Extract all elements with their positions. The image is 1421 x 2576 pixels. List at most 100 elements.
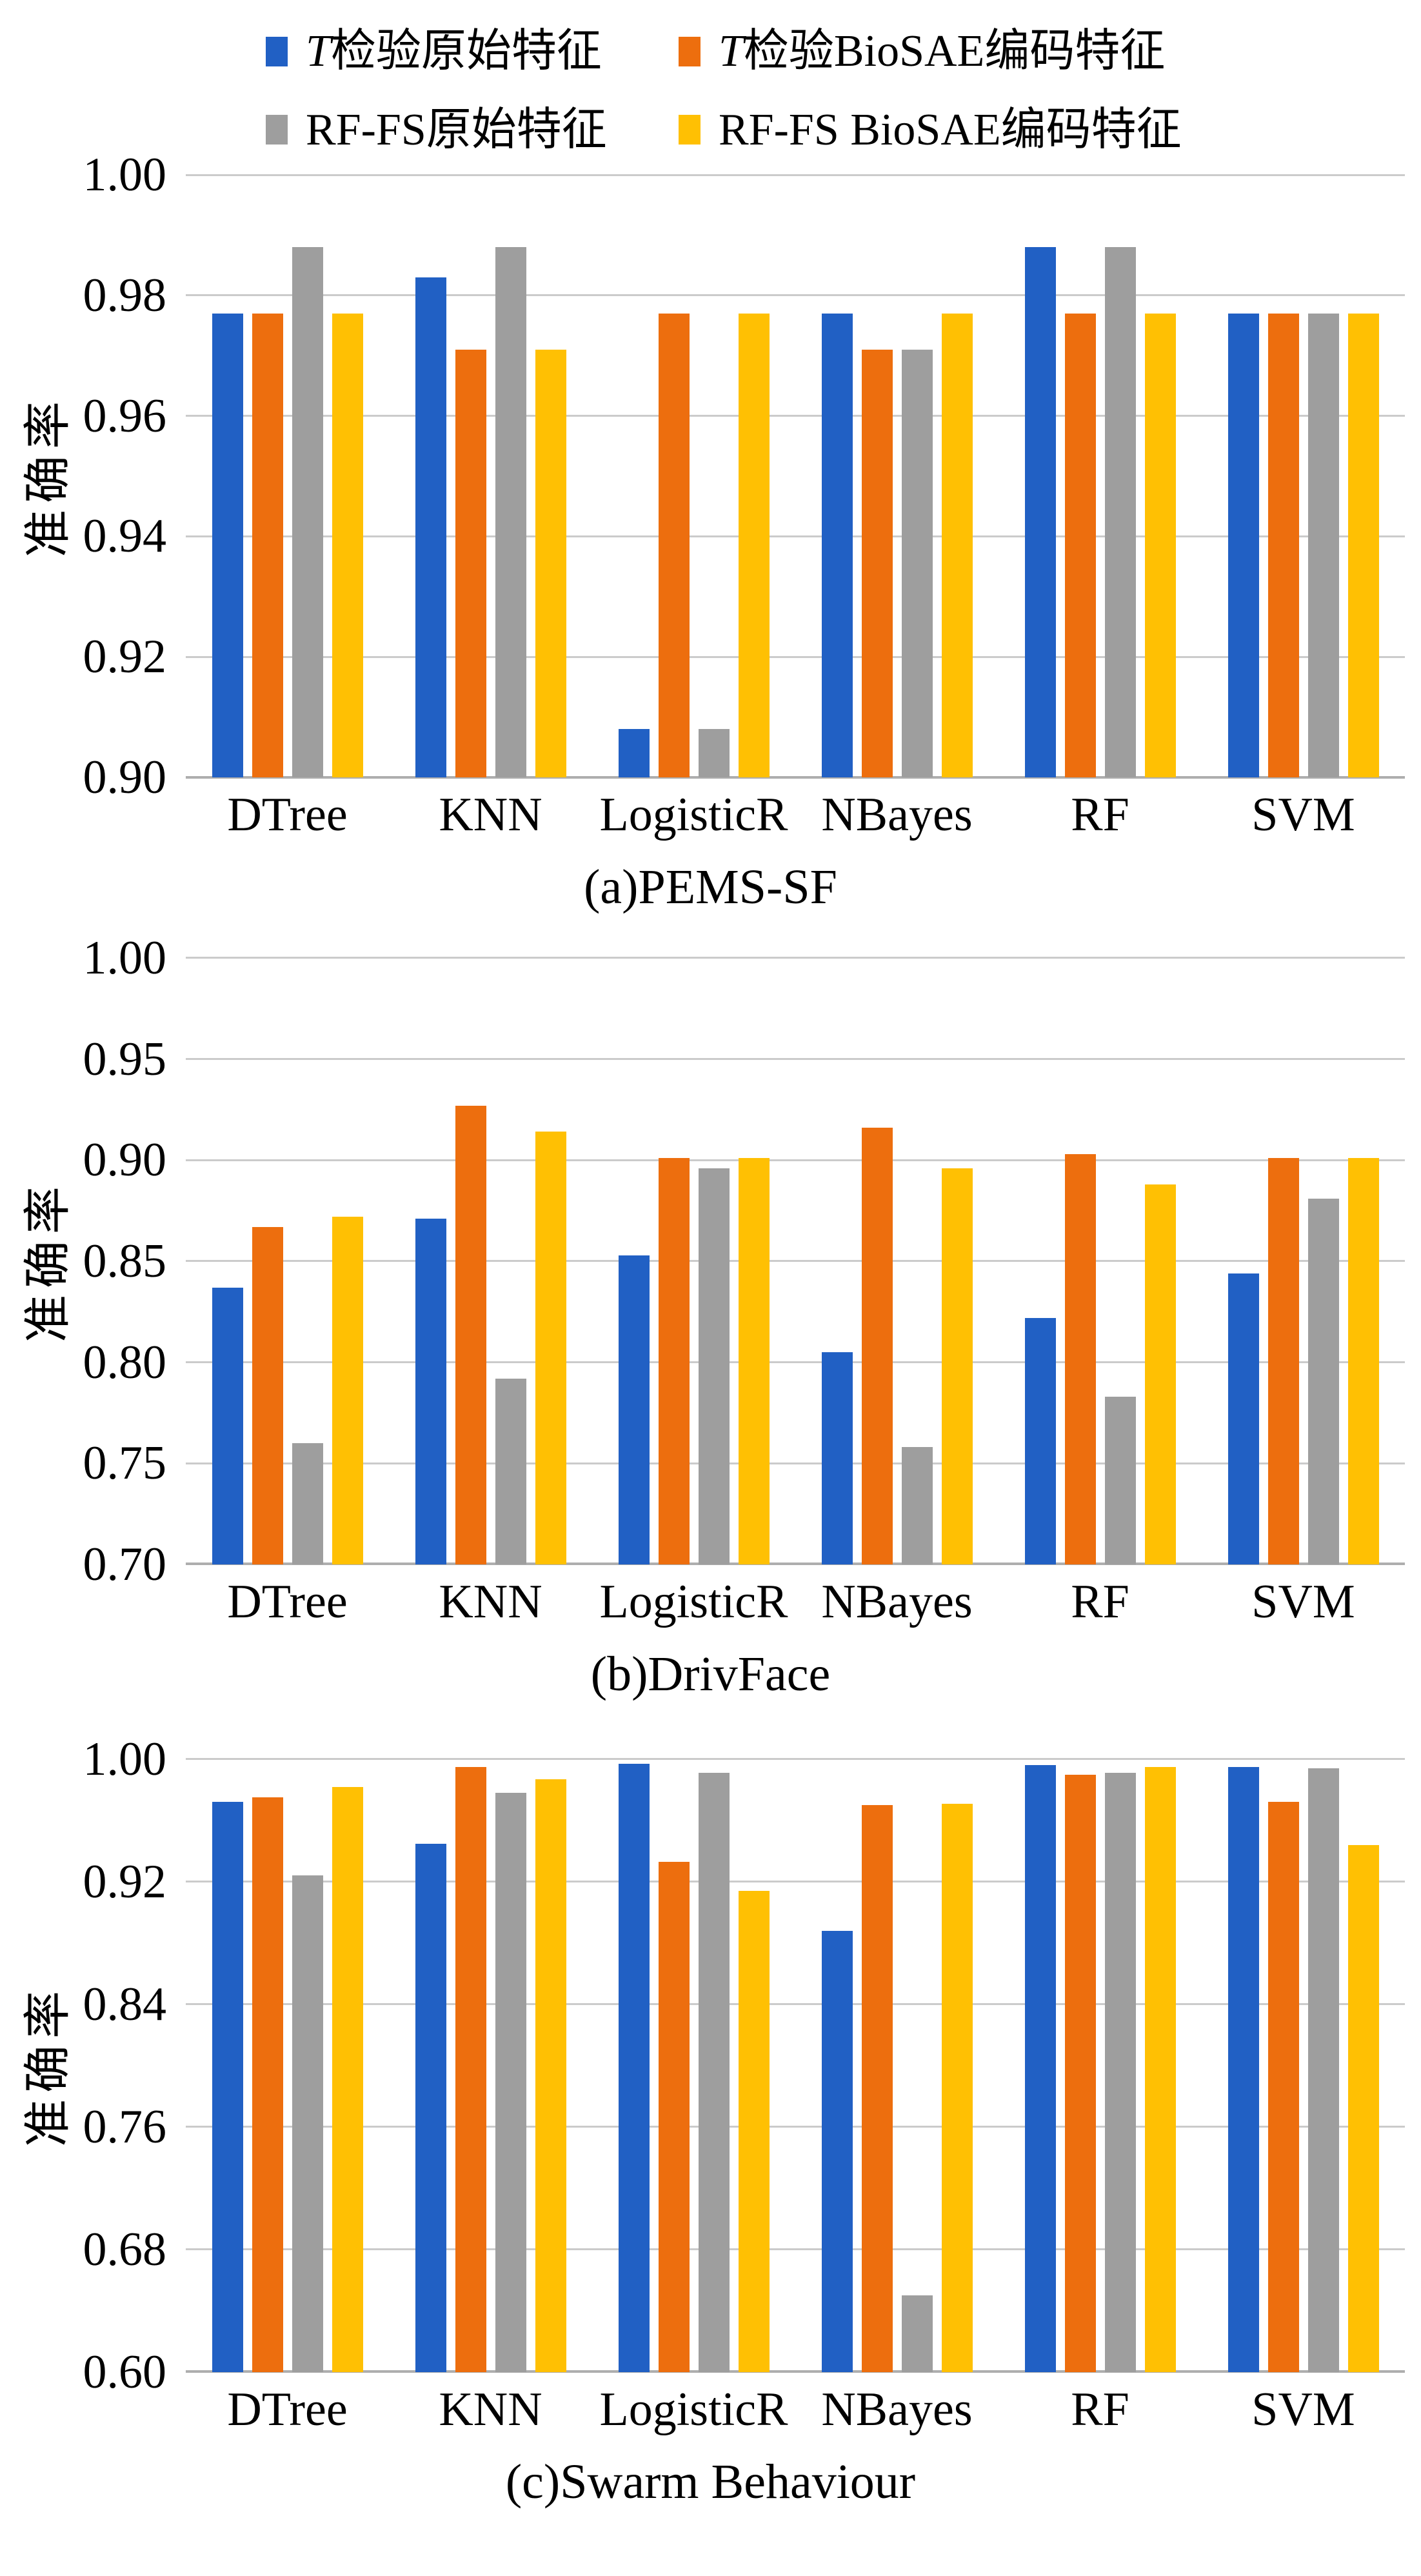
legend-marker-orange: [679, 36, 701, 66]
bar: [1144, 313, 1176, 777]
x-category-label: NBayes: [821, 2382, 973, 2436]
chart-caption: (b)DrivFace: [590, 1646, 831, 1701]
x-category-label: SVM: [1251, 788, 1355, 841]
bar: [1064, 1153, 1096, 1564]
gridline: [186, 1881, 1405, 1883]
y-axis-title: 准确率: [22, 1179, 75, 1343]
bar-group-logisticr: [592, 175, 795, 777]
bar: [821, 1352, 853, 1564]
x-category-label: KNN: [439, 2382, 542, 2436]
y-tick-label: 1.00: [83, 1732, 167, 1786]
y-tick-label: 0.94: [83, 510, 167, 563]
gridline: [186, 415, 1405, 417]
legend-label: T检验原始特征: [306, 26, 602, 76]
chart-caption: (c)Swarm Behaviour: [505, 2454, 916, 2509]
bar: [292, 1443, 323, 1564]
gridline: [186, 1058, 1405, 1061]
bar: [415, 1219, 446, 1564]
bar: [658, 313, 690, 777]
chart-swarm-behaviour: 准确率 0.60 0.68 0.76 0.84 0.92 1.00 DTree KNN Log…: [0, 1735, 1421, 2511]
gridline: [186, 535, 1405, 537]
bar: [455, 349, 486, 777]
bar: [252, 1226, 283, 1564]
plot-area: 准确率 0.60 0.68 0.76 0.84 0.92 1.00: [22, 1735, 1405, 2396]
bar: [1024, 1317, 1056, 1564]
x-category-label: LogisticR: [599, 788, 788, 841]
gridline: [186, 1260, 1405, 1263]
bar: [212, 1287, 243, 1564]
x-category-label: SVM: [1251, 1575, 1355, 1628]
x-category-label: RF: [1071, 1575, 1129, 1628]
bar: [252, 1797, 283, 2372]
gridline: [186, 2126, 1405, 2128]
legend-label: RF-FS原始特征: [306, 105, 607, 155]
bar: [861, 1128, 893, 1564]
bar-group-rf: [999, 1759, 1202, 2372]
legend-marker-blue: [266, 36, 288, 66]
legend-label: RF-FS BioSAE编码特征: [719, 105, 1182, 155]
gridline: [186, 1159, 1405, 1161]
bar: [861, 349, 893, 777]
chart-drivface: 准确率 0.70 0.75 0.80 0.85 0.90 0.95 1.00 DTree KN…: [0, 934, 1421, 1704]
legend: T检验原始特征 T检验BioSAE编码特征 RF-FS原始特征 RF-FS Bi…: [266, 23, 1182, 158]
y-tick-label: 0.84: [83, 1977, 167, 2031]
x-category-label: KNN: [439, 788, 542, 841]
y-tick-label: 0.60: [83, 2345, 167, 2399]
bar: [1267, 1158, 1299, 1564]
bar: [901, 2295, 933, 2372]
gridline: [186, 1462, 1405, 1464]
y-tick-label: 0.96: [83, 389, 167, 443]
bar-group-rf: [999, 175, 1202, 777]
x-axis-labels: DTree KNN LogisticR NBayes RF SVM: [186, 1573, 1405, 1631]
legend-item-rffs-original: RF-FS原始特征: [266, 102, 679, 159]
bar-group-knn: [389, 958, 592, 1564]
legend-item-rffs-biosae: RF-FS BioSAE编码特征: [679, 102, 1182, 159]
bar-groups: [186, 958, 1405, 1564]
bar: [1307, 313, 1339, 777]
bar: [861, 1805, 893, 2372]
bar: [1104, 1396, 1136, 1564]
bar: [1064, 313, 1096, 777]
bar: [1227, 1273, 1259, 1564]
x-axis-labels: DTree KNN LogisticR NBayes RF SVM: [186, 2381, 1405, 2439]
bar: [738, 1891, 770, 2372]
x-category-label: DTree: [227, 1575, 348, 1628]
bar: [1227, 1766, 1259, 2372]
x-category-label: DTree: [227, 2382, 348, 2436]
bar: [535, 1779, 566, 2372]
bar-group-dtree: [186, 175, 389, 777]
figure-page: { "legend": { "items": [ { "prefix": "T"…: [0, 23, 1421, 2576]
x-category-label: KNN: [439, 1575, 542, 1628]
x-category-label: RF: [1071, 2382, 1129, 2436]
y-tick-label: 0.98: [83, 268, 167, 322]
bar: [1024, 247, 1056, 777]
gridline: [186, 2370, 1405, 2373]
y-tick-label: 0.92: [83, 630, 167, 684]
x-category-label: RF: [1071, 788, 1129, 841]
bar: [738, 313, 770, 777]
bar: [332, 1217, 363, 1564]
gridline: [186, 957, 1405, 959]
gridline: [186, 1758, 1405, 1761]
y-tick-label: 0.70: [83, 1537, 167, 1591]
bar-group-logisticr: [592, 958, 795, 1564]
bar: [698, 1773, 730, 2372]
bar: [212, 313, 243, 777]
bar: [1347, 313, 1379, 777]
bar: [332, 1786, 363, 2372]
bar: [698, 729, 730, 777]
bar: [618, 1764, 650, 2372]
bar: [821, 313, 853, 777]
legend-label: T检验BioSAE编码特征: [719, 26, 1166, 76]
bar: [618, 729, 650, 777]
bar: [252, 313, 283, 777]
bar-group-knn: [389, 175, 592, 777]
bar: [1024, 1765, 1056, 2372]
plot-area: 准确率 0.70 0.75 0.80 0.85 0.90 0.95 1.00: [22, 934, 1405, 1588]
bar: [292, 1875, 323, 2372]
bar: [1104, 1773, 1136, 2372]
x-category-label: LogisticR: [599, 1575, 788, 1628]
bar: [1227, 313, 1259, 777]
bar-group-dtree: [186, 958, 389, 1564]
bar: [495, 247, 526, 777]
